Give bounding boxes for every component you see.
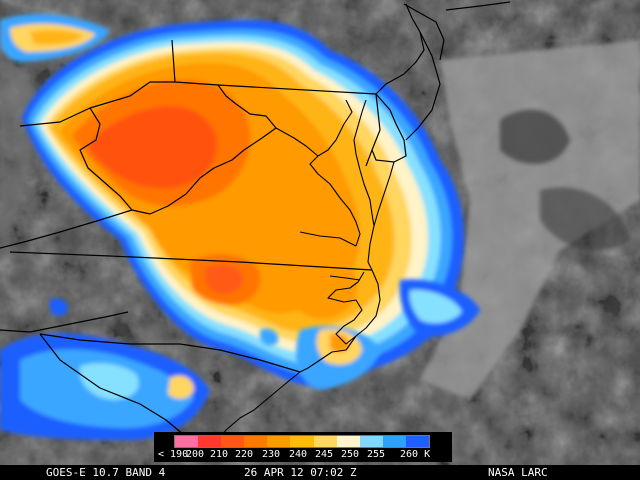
virginia-kentucky-border xyxy=(0,209,133,249)
caption-instrument: GOES-E 10.7 BAND 4 xyxy=(46,466,166,479)
color-scale-label: 210 xyxy=(210,449,229,460)
caption-source: NASA LARC xyxy=(488,466,548,479)
color-scale-bar xyxy=(174,435,430,448)
color-scale-segment xyxy=(267,436,291,447)
west-virginia-border xyxy=(79,84,277,215)
coastal-cloud-cell-orange xyxy=(330,333,350,353)
color-scale-segment xyxy=(382,436,406,447)
northwest-cloud-band-inner xyxy=(30,29,84,45)
pennsylvania-west-border xyxy=(171,39,176,83)
new-jersey-border xyxy=(375,3,425,95)
small-blue-cell-2 xyxy=(260,328,279,346)
color-scale-label: < 190 xyxy=(158,449,189,460)
cloud-layer-red-orange-2 xyxy=(204,264,243,294)
chesapeake-bay-east xyxy=(353,99,375,227)
color-scale-labels: < 190 200 210 220 230 240 245 250 255 260 K xyxy=(158,449,450,461)
potomac-river xyxy=(275,127,319,157)
color-scale-label: 220 xyxy=(235,449,254,460)
color-scale-label: 200 xyxy=(186,449,205,460)
cloud-layer-orange-east xyxy=(286,257,358,319)
image-caption: GOES-E 10.7 BAND 4 26 APR 12 07:02 Z NAS… xyxy=(0,465,640,480)
carolina-coast xyxy=(209,335,357,451)
ohio-border xyxy=(19,81,175,127)
caption-datetime: 26 APR 12 07:02 Z xyxy=(244,466,357,479)
color-scale-legend: < 190 200 210 220 230 240 245 250 255 260 K xyxy=(154,432,452,462)
james-river xyxy=(299,231,357,247)
pamlico-sound xyxy=(327,271,365,345)
north-carolina-south-carolina-border xyxy=(39,333,301,373)
ocean-dark-patch-2 xyxy=(540,187,630,251)
color-scale-label: 255 xyxy=(367,449,386,460)
color-scale-segment xyxy=(198,436,222,447)
connecticut-coast xyxy=(445,1,511,11)
color-scale-segment xyxy=(290,436,314,447)
north-carolina-tennessee-border xyxy=(0,311,129,333)
small-blue-cell-1 xyxy=(50,298,68,316)
color-scale-label: 260 K xyxy=(400,449,431,460)
southeast-cloud-cells-cyan xyxy=(409,289,462,324)
albemarle-sound xyxy=(329,275,361,281)
carolina-cloud-cell-yellow xyxy=(168,375,194,399)
color-scale-segment xyxy=(313,436,337,447)
carolina-cloud-cells-cyan xyxy=(80,363,139,400)
coastline xyxy=(209,99,395,451)
cloud-cells xyxy=(0,14,480,440)
delaware-border xyxy=(371,93,407,163)
color-scale-label: 240 xyxy=(289,449,308,460)
new-york-border xyxy=(403,3,445,61)
color-scale-segment xyxy=(359,436,383,447)
atlantic-coast-virginia xyxy=(367,161,395,271)
color-scale-segment xyxy=(336,436,360,447)
storm-cloud-shield xyxy=(22,19,464,386)
virginia-north-carolina-border xyxy=(9,251,373,271)
color-scale-label: 230 xyxy=(262,449,281,460)
new-jersey-coast xyxy=(405,31,441,141)
maryland-delaware-border xyxy=(365,93,381,167)
cloud-layer-red-orange xyxy=(88,106,217,189)
color-scale-segment xyxy=(221,436,245,447)
color-scale-segment xyxy=(405,436,430,447)
outer-banks xyxy=(355,269,381,337)
color-scale-label: 250 xyxy=(341,449,360,460)
color-scale-segment xyxy=(175,436,199,447)
chesapeake-bay-west xyxy=(309,99,361,247)
color-scale-segment xyxy=(244,436,268,447)
ocean-dark-patch xyxy=(500,109,570,164)
color-scale-label: 245 xyxy=(315,449,334,460)
